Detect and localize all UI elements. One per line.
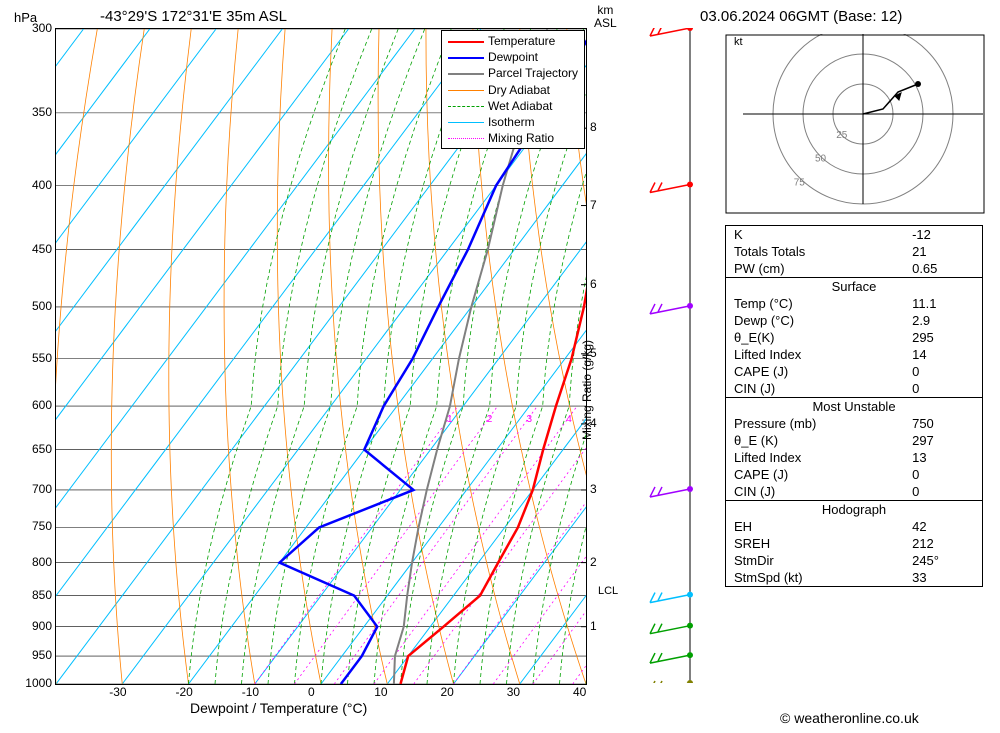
copyright-text: © weatheronline.co.uk	[780, 710, 919, 726]
svg-text:50: 50	[815, 154, 827, 165]
location-title: -43°29'S 172°31'E 35m ASL	[100, 8, 287, 25]
y-right-label: kmASL	[594, 4, 617, 30]
timestamp-title: 03.06.2024 06GMT (Base: 12)	[700, 8, 902, 25]
wind-barb-column	[625, 28, 715, 683]
hodograph-chart: 25 50 75	[725, 34, 985, 214]
indices-panel: K-12Totals Totals21PW (cm)0.65SurfaceTem…	[725, 225, 983, 587]
svg-text:25: 25	[836, 130, 848, 141]
skewt-chart: 12346810152025 TemperatureDewpointParcel…	[55, 28, 587, 685]
svg-text:4: 4	[566, 414, 572, 425]
svg-text:75: 75	[794, 177, 806, 188]
lcl-label: LCL	[598, 585, 618, 597]
svg-text:3: 3	[527, 414, 533, 425]
svg-text:2: 2	[487, 414, 493, 425]
x-axis-label: Dewpoint / Temperature (°C)	[190, 700, 367, 716]
chart-legend: TemperatureDewpointParcel TrajectoryDry …	[441, 30, 585, 149]
